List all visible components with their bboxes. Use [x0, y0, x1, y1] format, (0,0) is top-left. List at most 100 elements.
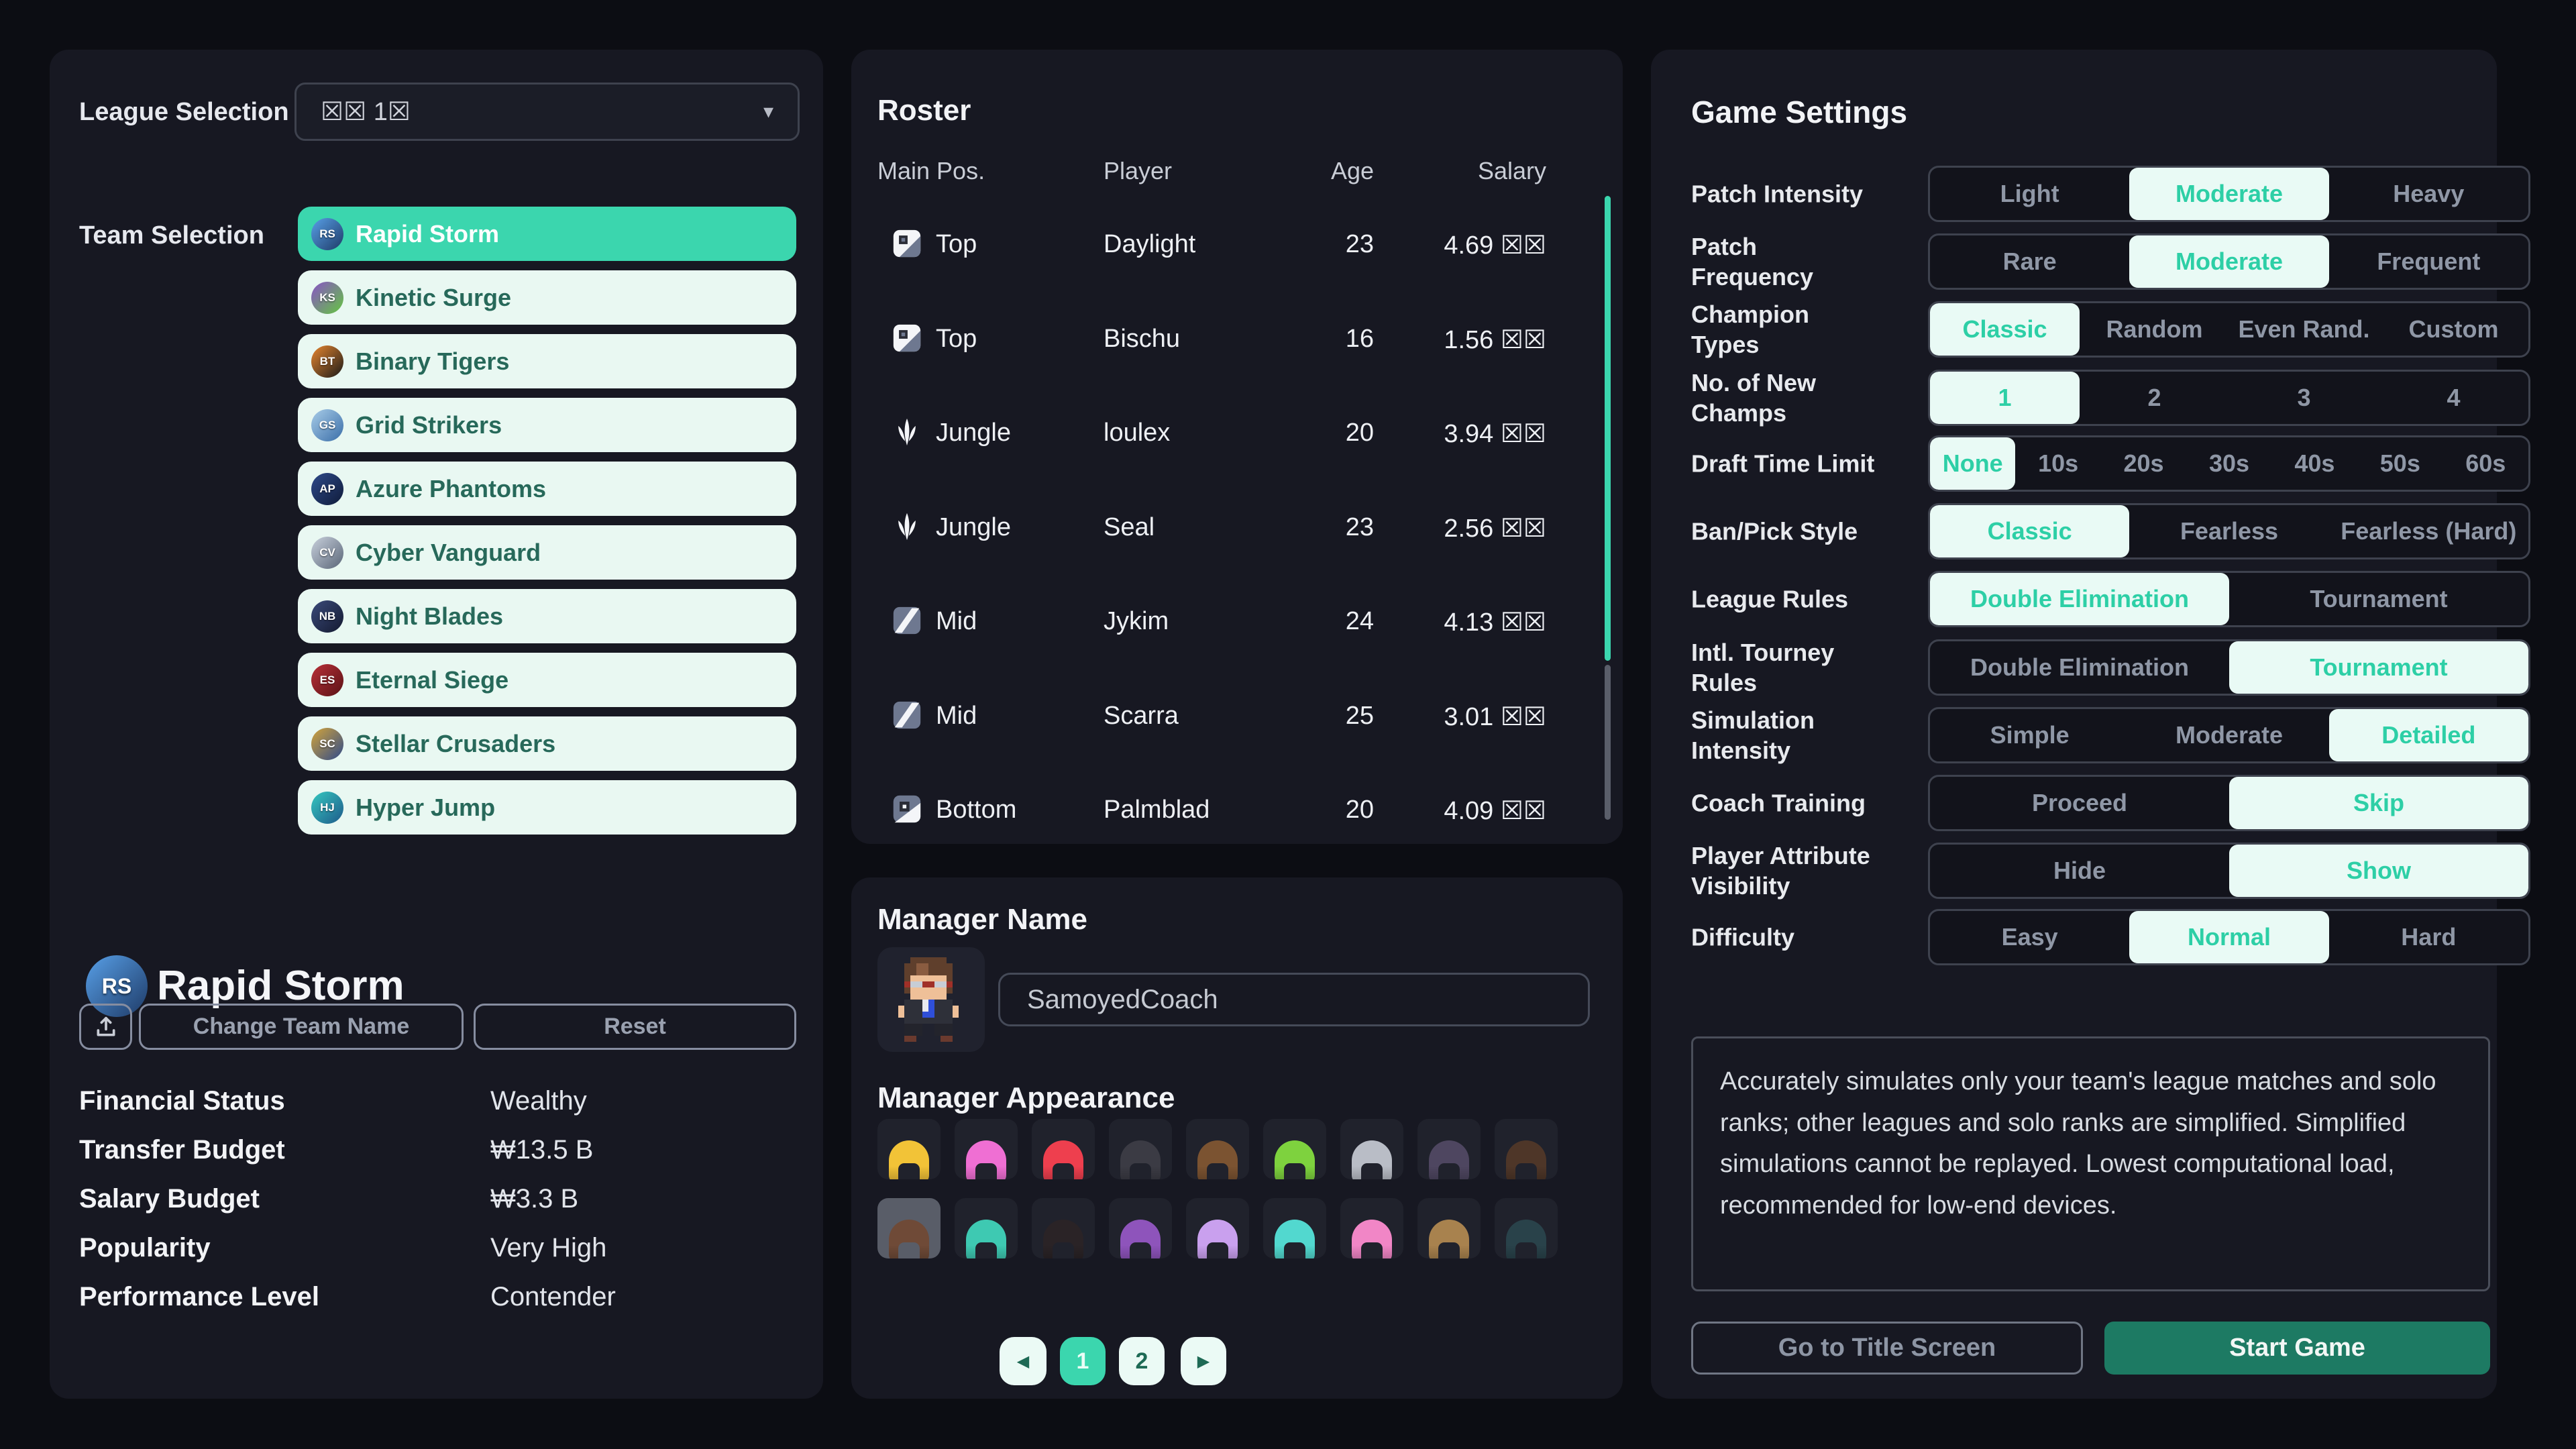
option-classic[interactable]: Classic	[1930, 505, 2130, 557]
hair-option-15[interactable]	[1263, 1198, 1326, 1258]
option-3[interactable]: 3	[2297, 384, 2311, 411]
team-button-stellar-crusaders[interactable]: SC Stellar Crusaders	[298, 716, 796, 771]
manager-name-input[interactable]: SamoyedCoach	[998, 973, 1590, 1026]
roster-age: 25	[1345, 701, 1374, 730]
hair-option-12[interactable]	[1032, 1198, 1095, 1258]
hair-swatch	[1275, 1220, 1315, 1258]
team-logo-icon: GS	[311, 409, 343, 441]
option-custom[interactable]: Custom	[2408, 315, 2499, 343]
option-show[interactable]: Show	[2229, 845, 2528, 897]
hair-option-3[interactable]	[1032, 1119, 1095, 1179]
column-header-age: Age	[1330, 157, 1374, 184]
option-double-elimination[interactable]: Double Elimination	[1930, 573, 2229, 625]
option-simple[interactable]: Simple	[1990, 721, 2070, 749]
option-easy[interactable]: Easy	[2001, 923, 2058, 951]
table-row[interactable]: Jungle Seal 23 2.56 ☒☒	[851, 493, 1623, 560]
team-button-night-blades[interactable]: NB Night Blades	[298, 589, 796, 643]
start-game-button[interactable]: Start Game	[2104, 1322, 2490, 1375]
option-detailed[interactable]: Detailed	[2328, 709, 2528, 761]
option-fearless[interactable]: Fearless	[2180, 517, 2279, 545]
table-row[interactable]: Mid Jykim 24 4.13 ☒☒	[851, 587, 1623, 654]
option-rare[interactable]: Rare	[2002, 248, 2057, 275]
pagination-page-2[interactable]: 2	[1119, 1337, 1165, 1385]
option-moderate[interactable]: Moderate	[2129, 168, 2329, 220]
option-moderate[interactable]: Moderate	[2129, 235, 2329, 288]
team-button-cyber-vanguard[interactable]: CV Cyber Vanguard	[298, 525, 796, 580]
option-proceed[interactable]: Proceed	[2031, 789, 2128, 816]
table-row[interactable]: Top Daylight 23 4.69 ☒☒	[851, 210, 1623, 277]
option-moderate[interactable]: Moderate	[2175, 721, 2283, 749]
hair-option-11[interactable]	[955, 1198, 1018, 1258]
option-10s[interactable]: 10s	[2038, 449, 2079, 477]
table-row[interactable]: Jungle loulex 20 3.94 ☒☒	[851, 398, 1623, 466]
roster-age: 20	[1345, 796, 1374, 824]
option-skip[interactable]: Skip	[2229, 777, 2528, 829]
option-2[interactable]: 2	[2147, 384, 2161, 411]
hair-option-1[interactable]	[877, 1119, 941, 1179]
option-tournament[interactable]: Tournament	[2229, 641, 2528, 694]
pagination-prev-button[interactable]: ◀	[1000, 1337, 1046, 1385]
hair-option-13[interactable]	[1109, 1198, 1172, 1258]
hair-option-18[interactable]	[1495, 1198, 1558, 1258]
manager-panel: Manager Name SamoyedCoach Manager Appear…	[851, 877, 1623, 1399]
option-frequent[interactable]: Frequent	[2377, 248, 2481, 275]
hair-option-7[interactable]	[1340, 1119, 1403, 1179]
team-button-hyper-jump[interactable]: HJ Hyper Jump	[298, 780, 796, 835]
stat-value: Wealthy	[490, 1086, 587, 1116]
roster-player-name: Daylight	[1104, 230, 1196, 258]
option-light[interactable]: Light	[2000, 180, 2059, 207]
option-normal[interactable]: Normal	[2129, 911, 2329, 963]
hair-option-6[interactable]	[1263, 1119, 1326, 1179]
team-logo-icon: AP	[311, 472, 343, 505]
option-hide[interactable]: Hide	[2053, 857, 2106, 884]
table-row[interactable]: Top Bischu 16 1.56 ☒☒	[851, 305, 1623, 372]
table-row[interactable]: Mid Scarra 25 3.01 ☒☒	[851, 682, 1623, 749]
team-button-eternal-siege[interactable]: ES Eternal Siege	[298, 653, 796, 707]
hair-option-9[interactable]	[1495, 1119, 1558, 1179]
option-20s[interactable]: 20s	[2123, 449, 2164, 477]
option-none[interactable]: None	[1930, 437, 2016, 490]
option-hard[interactable]: Hard	[2401, 923, 2457, 951]
option-classic[interactable]: Classic	[1930, 303, 2080, 356]
option-1[interactable]: 1	[1930, 372, 2080, 424]
team-button-kinetic-surge[interactable]: KS Kinetic Surge	[298, 270, 796, 325]
option-heavy[interactable]: Heavy	[2393, 180, 2465, 207]
setting-row-ban-pick-style: Ban/Pick Style Classic Fearless Fearless (H…	[1691, 503, 2530, 559]
go-to-title-screen-button[interactable]: Go to Title Screen	[1691, 1322, 2083, 1375]
option-50s[interactable]: 50s	[2379, 449, 2420, 477]
option-40s[interactable]: 40s	[2294, 449, 2335, 477]
team-button-rapid-storm[interactable]: RS Rapid Storm	[298, 207, 796, 261]
hair-option-10[interactable]	[877, 1198, 941, 1258]
option-30s[interactable]: 30s	[2208, 449, 2250, 477]
option-even-rand-[interactable]: Even Rand.	[2238, 315, 2370, 343]
reset-button[interactable]: Reset	[474, 1004, 796, 1050]
upload-logo-button[interactable]	[79, 1004, 132, 1050]
setting-row-difficulty: Difficulty Easy Normal Hard	[1691, 909, 2530, 965]
team-logo-icon: ES	[311, 663, 343, 696]
option-fearless-hard-[interactable]: Fearless (Hard)	[2341, 517, 2517, 545]
option-tournament[interactable]: Tournament	[2310, 585, 2448, 612]
hair-option-4[interactable]	[1109, 1119, 1172, 1179]
table-row[interactable]: Bottom Palmblad 20 4.09 ☒☒	[851, 775, 1623, 843]
hair-swatch	[1043, 1140, 1083, 1179]
team-button-grid-strikers[interactable]: GS Grid Strikers	[298, 398, 796, 452]
hair-option-5[interactable]	[1186, 1119, 1249, 1179]
option-60s[interactable]: 60s	[2465, 449, 2506, 477]
roster-scrollbar-thumb[interactable]	[1605, 196, 1611, 661]
hair-option-14[interactable]	[1186, 1198, 1249, 1258]
team-button-binary-tigers[interactable]: BT Binary Tigers	[298, 334, 796, 388]
option-4[interactable]: 4	[2447, 384, 2461, 411]
pagination-page-1[interactable]: 1	[1060, 1337, 1106, 1385]
roster-scrollbar-track[interactable]	[1605, 665, 1611, 820]
team-button-azure-phantoms[interactable]: AP Azure Phantoms	[298, 462, 796, 516]
team-button-label: Stellar Crusaders	[356, 729, 556, 757]
hair-option-8[interactable]	[1417, 1119, 1481, 1179]
hair-option-17[interactable]	[1417, 1198, 1481, 1258]
pagination-next-button[interactable]: ▶	[1181, 1337, 1226, 1385]
change-team-name-button[interactable]: Change Team Name	[139, 1004, 464, 1050]
league-dropdown[interactable]: ☒☒ 1☒ ▾	[294, 83, 800, 141]
option-random[interactable]: Random	[2106, 315, 2203, 343]
option-double-elimination[interactable]: Double Elimination	[1970, 653, 2189, 681]
hair-option-16[interactable]	[1340, 1198, 1403, 1258]
hair-option-2[interactable]	[955, 1119, 1018, 1179]
